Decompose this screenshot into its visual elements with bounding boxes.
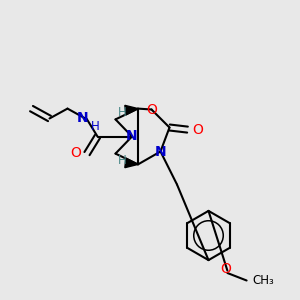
Text: O: O (71, 146, 82, 160)
Text: H: H (91, 119, 100, 133)
Text: N: N (155, 145, 166, 158)
Text: O: O (220, 262, 231, 276)
Text: N: N (77, 111, 88, 125)
Text: H: H (117, 106, 126, 119)
Text: N: N (126, 130, 138, 143)
Polygon shape (125, 105, 138, 115)
Text: O: O (147, 103, 158, 117)
Text: O: O (192, 123, 203, 136)
Text: H: H (117, 154, 126, 167)
Text: CH₃: CH₃ (252, 274, 274, 287)
Polygon shape (125, 158, 138, 168)
